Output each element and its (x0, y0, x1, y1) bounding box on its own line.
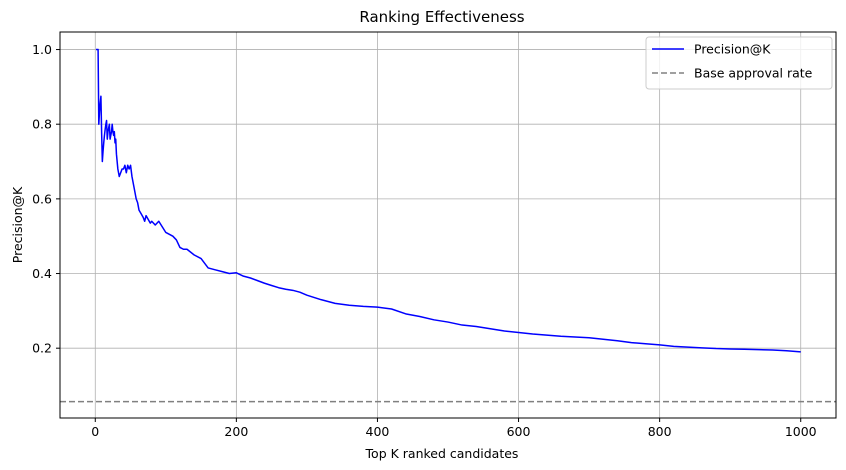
series-layer (60, 48, 836, 403)
y-axis-ticks: 0.2 0.4 0.6 0.8 1.0 (32, 42, 60, 356)
x-tick-label: 600 (507, 424, 531, 439)
x-axis-title: Top K ranked candidates (365, 446, 519, 461)
legend: Precision@K Base approval rate (645, 36, 833, 90)
chart-title: Ranking Effectiveness (359, 8, 524, 26)
y-tick-label: 0.4 (32, 266, 52, 281)
y-axis-title: Precision@K (10, 186, 25, 263)
x-tick-label: 1000 (785, 424, 817, 439)
y-tick-label: 0.2 (32, 341, 52, 356)
legend-label-precision: Precision@K (694, 42, 771, 57)
x-tick-label: 800 (648, 424, 672, 439)
grid-layer (60, 32, 836, 418)
plot-frame (59, 31, 837, 419)
x-tick-label: 0 (91, 424, 99, 439)
y-tick-label: 0.6 (32, 191, 52, 206)
y-tick-label: 1.0 (32, 42, 52, 57)
x-tick-label: 400 (366, 424, 390, 439)
legend-box (645, 36, 833, 90)
legend-label-base-rate: Base approval rate (694, 66, 813, 81)
x-axis-ticks: 0 200 400 600 800 1000 (91, 418, 817, 439)
y-tick-label: 0.8 (32, 117, 52, 132)
x-tick-label: 200 (224, 424, 248, 439)
precision-at-k-line (95, 48, 801, 353)
